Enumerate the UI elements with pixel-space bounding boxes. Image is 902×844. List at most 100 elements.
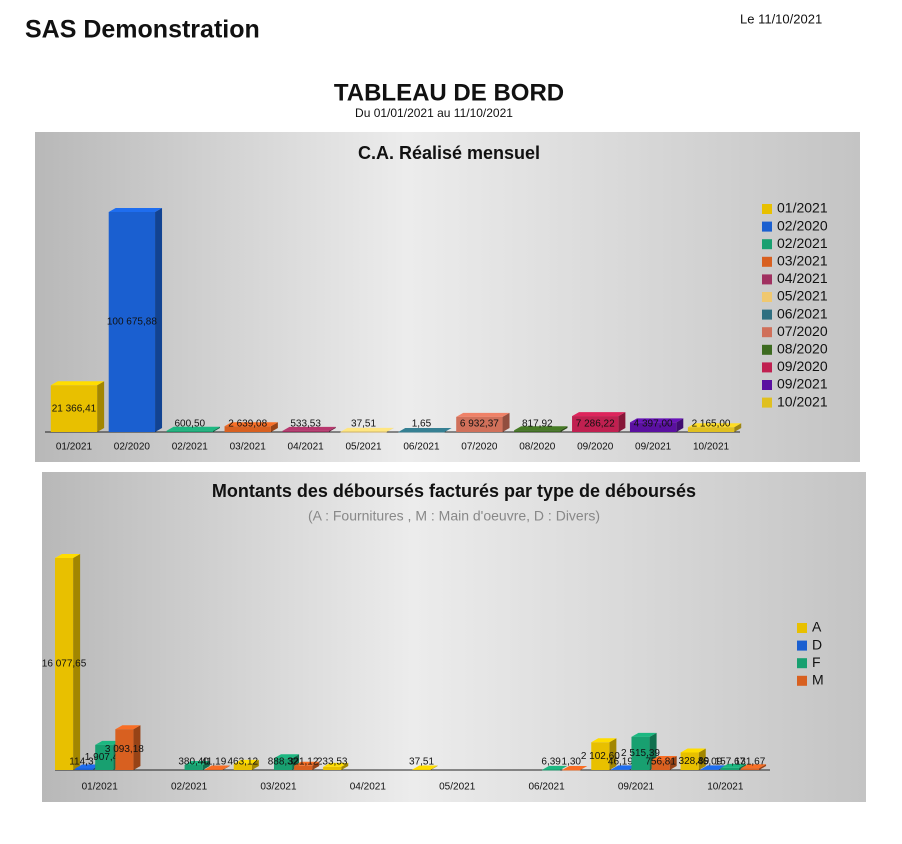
bar-side [73, 554, 81, 770]
x-tick-label: 07/2020 [461, 442, 498, 453]
value-label: 157,67 [715, 757, 746, 768]
bar-top [514, 426, 568, 431]
x-tick-label: 01/2021 [56, 442, 93, 453]
bar [166, 430, 213, 432]
value-label: 380,40 [178, 757, 209, 768]
value-label: 1,30 [562, 757, 582, 768]
bar-top [55, 554, 81, 558]
value-label: 817,92 [522, 419, 553, 430]
bar-side [738, 763, 746, 770]
legend-label: M [812, 672, 824, 688]
x-tick-label: 10/2021 [693, 442, 730, 453]
x-tick-label: 09/2021 [618, 782, 655, 793]
value-label: 37,51 [351, 419, 376, 430]
value-label: 114,37 [69, 757, 99, 768]
bar [591, 742, 610, 770]
bar-side [312, 761, 320, 770]
bar-top [720, 763, 746, 768]
bar-top [184, 760, 210, 765]
bar [562, 769, 581, 771]
bar [50, 385, 98, 432]
value-label: 100 675,88 [107, 317, 157, 328]
x-tick-label: 06/2021 [403, 442, 440, 453]
bar-top [542, 765, 568, 770]
panel [42, 472, 866, 802]
bar [514, 430, 561, 432]
legend-swatch [797, 675, 807, 686]
chart-title: C.A. Réalisé mensuel [358, 143, 540, 163]
bar [740, 768, 760, 770]
bar [340, 431, 387, 433]
bar [412, 769, 431, 771]
bar [720, 767, 739, 770]
bar-side [430, 765, 438, 770]
legend-label: 04/2021 [777, 270, 828, 286]
legend-swatch [797, 640, 807, 651]
value-label: 3 093,18 [105, 744, 144, 755]
bar [680, 752, 699, 770]
bar-top [75, 764, 101, 769]
bar-side [270, 422, 278, 432]
legend-swatch [762, 397, 772, 408]
bar [687, 427, 735, 432]
legend-swatch [762, 292, 772, 302]
x-tick-label: 02/2021 [171, 782, 208, 793]
chart-title: Montants des déboursés facturés par type… [212, 481, 696, 501]
value-label: 6,39 [541, 757, 561, 768]
value-label: 756,81 [645, 757, 676, 768]
value-label: 4 397,00 [634, 419, 673, 430]
bar-side [386, 427, 394, 432]
bar-top [204, 765, 230, 770]
bar [204, 769, 223, 770]
bar [108, 212, 156, 432]
date: Le 11/10/2021 [740, 11, 822, 26]
value-label: 2 515,39 [621, 748, 660, 759]
bar-top [562, 765, 588, 770]
bar-side [251, 759, 259, 770]
bar [184, 764, 203, 770]
chart-subtitle: (A : Fournitures , M : Main d'oeuvre, D … [308, 508, 600, 524]
legend-swatch [762, 309, 772, 320]
bar [611, 769, 630, 770]
bar [294, 765, 313, 770]
bar-top [166, 426, 220, 431]
legend-label: 01/2021 [777, 200, 828, 216]
panel [35, 132, 860, 462]
bar-top [282, 426, 336, 431]
bar-side [734, 423, 742, 432]
value-label: 600,50 [174, 419, 205, 430]
bar-top [340, 427, 394, 432]
value-label: 321,12 [288, 757, 319, 768]
legend-swatch [762, 344, 772, 355]
bar [95, 744, 114, 770]
bar [224, 426, 271, 432]
bar-top [740, 764, 767, 769]
bar-side [502, 412, 510, 432]
bar [629, 422, 677, 432]
bar-side [560, 426, 568, 432]
bar [55, 558, 74, 770]
bar-top [687, 423, 742, 428]
bar [233, 763, 252, 770]
x-tick-label: 09/2021 [635, 442, 672, 453]
bar [273, 758, 293, 770]
legend-label: 09/2021 [777, 376, 828, 392]
bar-side [759, 764, 767, 770]
bar-top [591, 738, 617, 743]
bar-top [456, 412, 510, 417]
value-label: 463,12 [228, 757, 259, 768]
legend-label: 08/2020 [777, 341, 828, 357]
bar-side [609, 738, 617, 770]
value-label: 37,51 [409, 757, 434, 768]
x-tick-label: 02/2020 [114, 442, 151, 453]
legend-label: D [812, 636, 822, 652]
value-label: 1,65 [412, 419, 432, 430]
bar-top [611, 765, 637, 770]
legend-swatch [762, 362, 772, 373]
legend-swatch [762, 239, 772, 250]
bar-side [202, 760, 210, 770]
legend-label: A [812, 619, 822, 635]
legend-swatch [762, 221, 772, 232]
value-label: 46,19 [608, 757, 633, 768]
